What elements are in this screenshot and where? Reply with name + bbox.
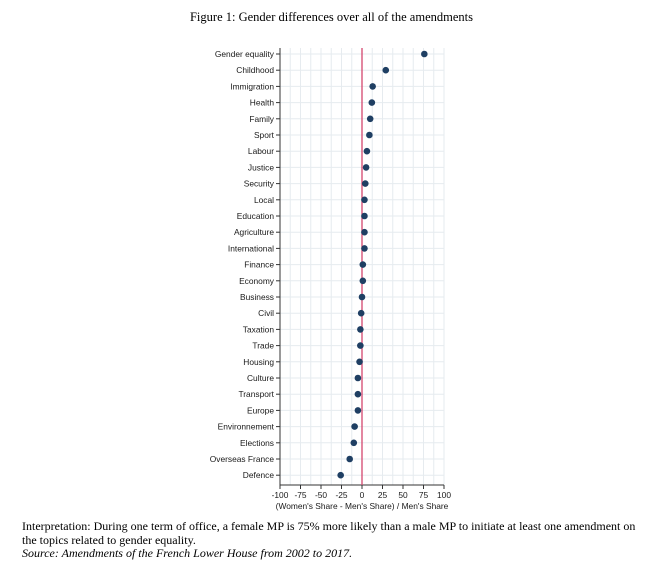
x-tick-label: -25 (335, 490, 347, 500)
grid-layer (279, 48, 445, 485)
category-label: Taxation (243, 324, 275, 334)
data-point (361, 212, 368, 220)
category-label: Gender equality (215, 49, 275, 59)
data-point (369, 83, 376, 90)
data-point (361, 180, 369, 187)
x-tick-label: 75 (419, 490, 429, 500)
category-label: Culture (247, 373, 274, 383)
category-label: Trade (252, 341, 274, 351)
data-point (362, 164, 370, 171)
category-label: Childhood (236, 65, 274, 75)
data-point (346, 455, 354, 463)
category-label: Transport (238, 389, 274, 399)
category-label: Europe (247, 405, 274, 415)
data-point (354, 407, 362, 414)
category-label: Defence (243, 470, 275, 480)
category-label: Education (237, 211, 275, 221)
interpretation-text: Interpretation: During one term of offic… (22, 519, 636, 547)
category-label: International (228, 243, 274, 253)
data-point (358, 293, 366, 301)
x-tick-label: 0 (360, 490, 365, 500)
data-point (363, 147, 371, 155)
figure-note: Interpretation: During one term of offic… (22, 519, 652, 561)
axis-layer: Gender equality Childhood Immigration Healt… (210, 48, 451, 500)
category-label: Sport (254, 130, 275, 140)
data-point (357, 309, 365, 317)
data-point (382, 66, 390, 74)
category-label: Housing (243, 357, 274, 367)
category-label: Civil (258, 308, 274, 318)
data-point (350, 439, 358, 447)
category-label: Justice (248, 162, 274, 172)
data-point (356, 358, 363, 366)
data-point (359, 277, 367, 285)
x-tick-label: -50 (315, 490, 327, 500)
category-label: Business (240, 292, 274, 302)
x-tick-label: -75 (294, 490, 306, 500)
data-point (354, 374, 362, 382)
category-label: Finance (244, 260, 274, 270)
category-label: Labour (248, 146, 274, 156)
data-point (361, 196, 368, 204)
data-point (421, 50, 428, 58)
data-point (359, 261, 367, 268)
data-point (366, 115, 374, 123)
data-point (361, 245, 368, 252)
x-tick-label: 25 (378, 490, 388, 500)
category-label: Health (250, 98, 275, 108)
data-point (337, 471, 344, 479)
x-tick-label: -100 (272, 490, 289, 500)
category-label: Overseas France (210, 454, 275, 464)
data-point (357, 342, 364, 349)
x-axis-title: (Women's Share - Men's Share) / Men's Sh… (276, 501, 449, 511)
data-point (361, 228, 368, 236)
category-label: Security (244, 179, 275, 189)
data-point (366, 131, 373, 139)
data-point (354, 390, 362, 398)
category-label: Environnement (218, 422, 275, 432)
category-label: Elections (240, 438, 274, 448)
figure-title: Figure 1: Gender differences over all of… (189, 10, 473, 24)
source-text: Source: Amendments of the French Lower H… (22, 546, 353, 560)
data-point (368, 99, 376, 106)
data-point (357, 326, 364, 333)
category-label: Economy (239, 276, 275, 286)
data-point (351, 423, 358, 430)
category-label: Agriculture (234, 227, 274, 237)
x-tick-label: 100 (437, 490, 451, 500)
category-label: Family (249, 114, 274, 124)
x-tick-label: 50 (398, 490, 408, 500)
marks-layer (337, 50, 428, 479)
category-label: Immigration (230, 81, 274, 91)
category-label: Local (254, 195, 274, 205)
